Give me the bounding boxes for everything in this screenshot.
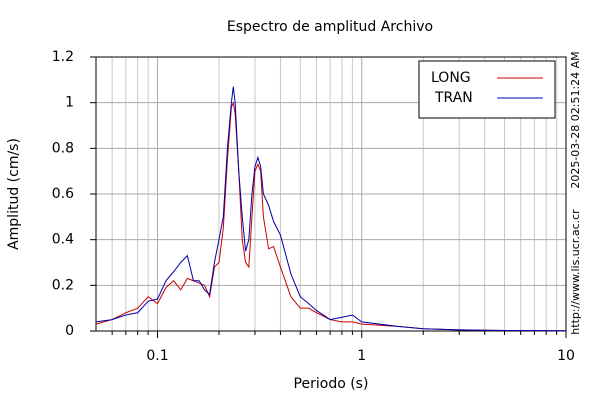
y-tick-label: 1	[65, 95, 74, 111]
x-tick-label: 1	[357, 348, 366, 364]
y-tick-label: 0.6	[52, 186, 74, 202]
legend-label: LONG	[431, 70, 471, 86]
y-tick-label: 1.2	[52, 49, 74, 65]
legend-box	[418, 60, 556, 119]
timestamp: 2025-03-28 02:51:24 AM	[569, 51, 582, 188]
y-tick-label: 0.2	[52, 277, 74, 293]
y-axis-label: Amplitud (cm/s)	[6, 138, 22, 250]
plot-frame	[95, 56, 567, 332]
y-tick-label: 0.8	[52, 140, 74, 156]
chart-title: Espectro de amplitud Archivo	[227, 19, 433, 35]
x-axis-label: Periodo (s)	[294, 376, 369, 392]
y-tick-label: 0	[65, 323, 74, 339]
x-tick-label: 10	[557, 348, 575, 364]
series-line	[95, 100, 567, 332]
y-tick-label: 0.4	[52, 232, 74, 248]
x-tick-label: 0.1	[146, 348, 168, 364]
legend-label: TRAN	[434, 90, 473, 106]
series-line	[95, 86, 567, 332]
source-url: http://www.lis.ucr.ac.cr	[569, 209, 582, 335]
